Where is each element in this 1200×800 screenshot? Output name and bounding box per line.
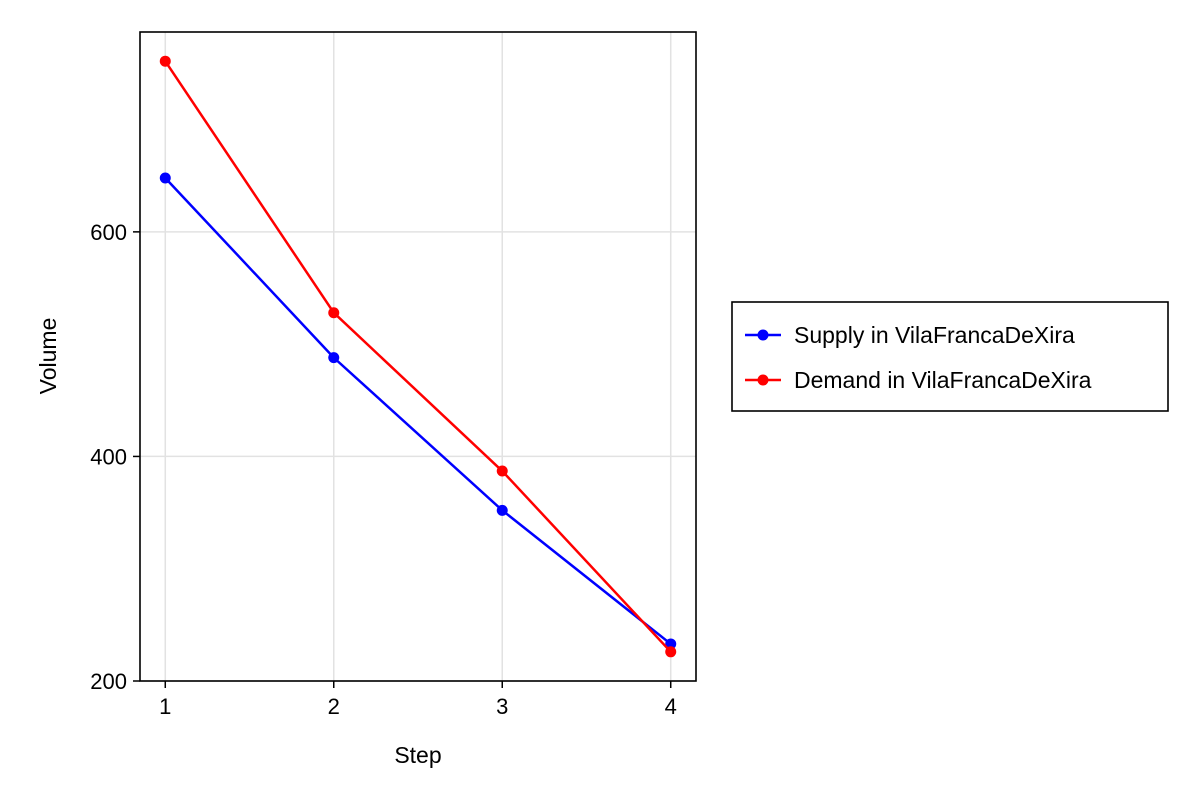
legend-label-supply: Supply in VilaFrancaDeXira: [794, 322, 1075, 348]
data-point-supply: [496, 504, 508, 516]
y-tick-label: 400: [90, 444, 127, 469]
series-lines: [159, 55, 677, 658]
data-point-demand: [328, 307, 340, 319]
x-tick-label: 3: [496, 694, 508, 719]
x-tick-label: 1: [159, 694, 171, 719]
axis-ticks: 1 2 3 4 200 400 600: [90, 220, 677, 719]
data-point-supply: [328, 352, 340, 364]
legend-box: [731, 301, 1169, 412]
data-point-supply: [665, 638, 677, 650]
series-line-supply: [164, 177, 672, 645]
data-point-demand: [496, 465, 508, 477]
legend: Supply in VilaFrancaDeXira Demand in Vil…: [731, 301, 1169, 412]
y-tick-label: 200: [90, 669, 127, 694]
data-point-demand: [159, 55, 171, 67]
legend-marker-supply: [757, 329, 769, 341]
x-tick-label: 4: [665, 694, 677, 719]
plot-frame: [139, 31, 697, 682]
x-axis-label: Step: [394, 742, 441, 768]
y-axis-label: Volume: [35, 318, 61, 395]
y-tick-label: 600: [90, 220, 127, 245]
data-point-supply: [159, 172, 171, 184]
series-line-demand: [164, 60, 672, 653]
x-tick-label: 2: [328, 694, 340, 719]
data-point-demand: [665, 646, 677, 658]
legend-label-demand: Demand in VilaFrancaDeXira: [794, 367, 1092, 393]
legend-marker-demand: [757, 374, 769, 386]
grid-lines: [140, 32, 696, 682]
